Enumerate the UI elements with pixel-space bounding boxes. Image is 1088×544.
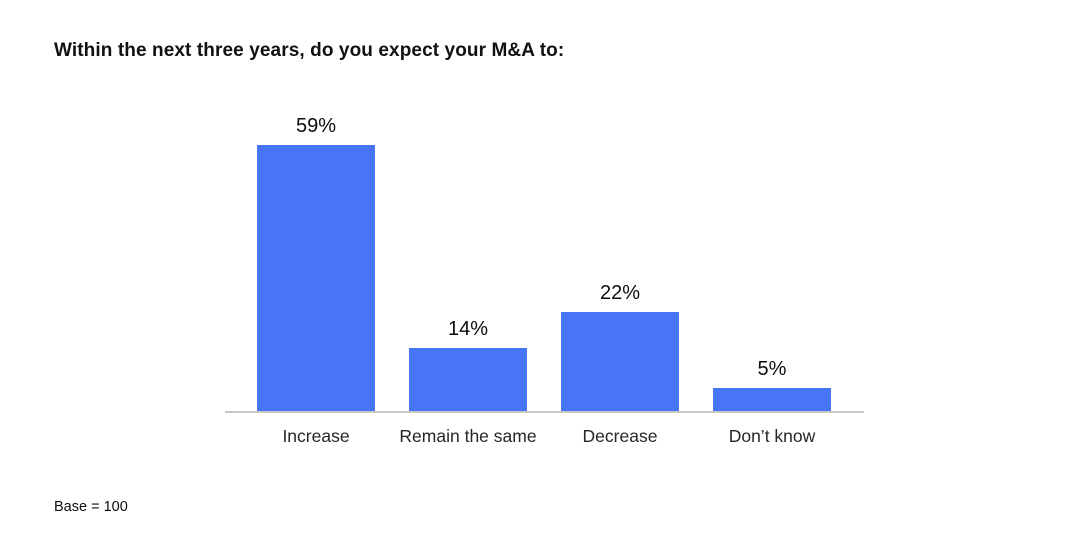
bar <box>713 388 831 411</box>
plot-area: 59% 14% 22% 5% <box>225 0 864 413</box>
bar-group: 5% <box>713 358 831 411</box>
x-axis-label: Remain the same <box>399 426 537 446</box>
base-note: Base = 100 <box>54 499 128 515</box>
bar-value-label: 22% <box>599 282 641 304</box>
bar-value-label: 59% <box>295 115 337 137</box>
bar <box>561 312 679 411</box>
x-axis-labels: Increase Remain the same Decrease Don’t kno… <box>225 424 864 484</box>
bar <box>409 348 527 411</box>
bar-group: 14% <box>409 318 527 411</box>
x-axis-label: Don’t know <box>728 426 816 446</box>
bar-group: 22% <box>561 282 679 411</box>
chart-title: Within the next three years, do you expe… <box>54 40 565 61</box>
bar <box>257 145 375 411</box>
x-axis-label: Increase <box>282 426 350 446</box>
bar-value-label: 5% <box>757 358 787 380</box>
bar-group: 59% <box>257 115 375 411</box>
x-axis-label: Decrease <box>582 426 658 446</box>
bar-value-label: 14% <box>447 318 489 340</box>
